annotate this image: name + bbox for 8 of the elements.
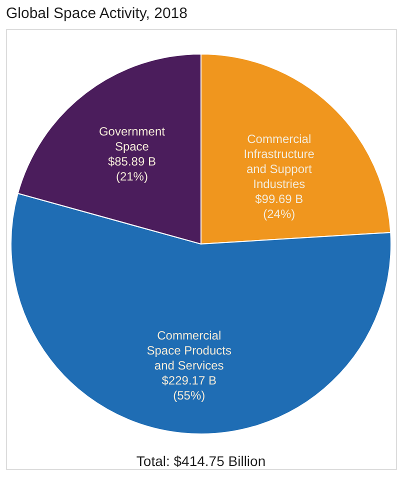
slice-label: Commercial Infrastructure and Support Industries: [244, 132, 315, 191]
text: Total: $414.75 Billion: [136, 453, 266, 469]
data-label: $99.69 B (24%): [255, 192, 304, 221]
data-label: $229.17 B (55%): [162, 373, 216, 402]
slice-label: Government Space: [98, 124, 166, 154]
chart-title: Global Space Activity, 2018: [6, 5, 188, 22]
data-label: $85.89 B (21%): [108, 154, 156, 184]
slice-label: Commercial Space Products and Services: [146, 328, 232, 372]
